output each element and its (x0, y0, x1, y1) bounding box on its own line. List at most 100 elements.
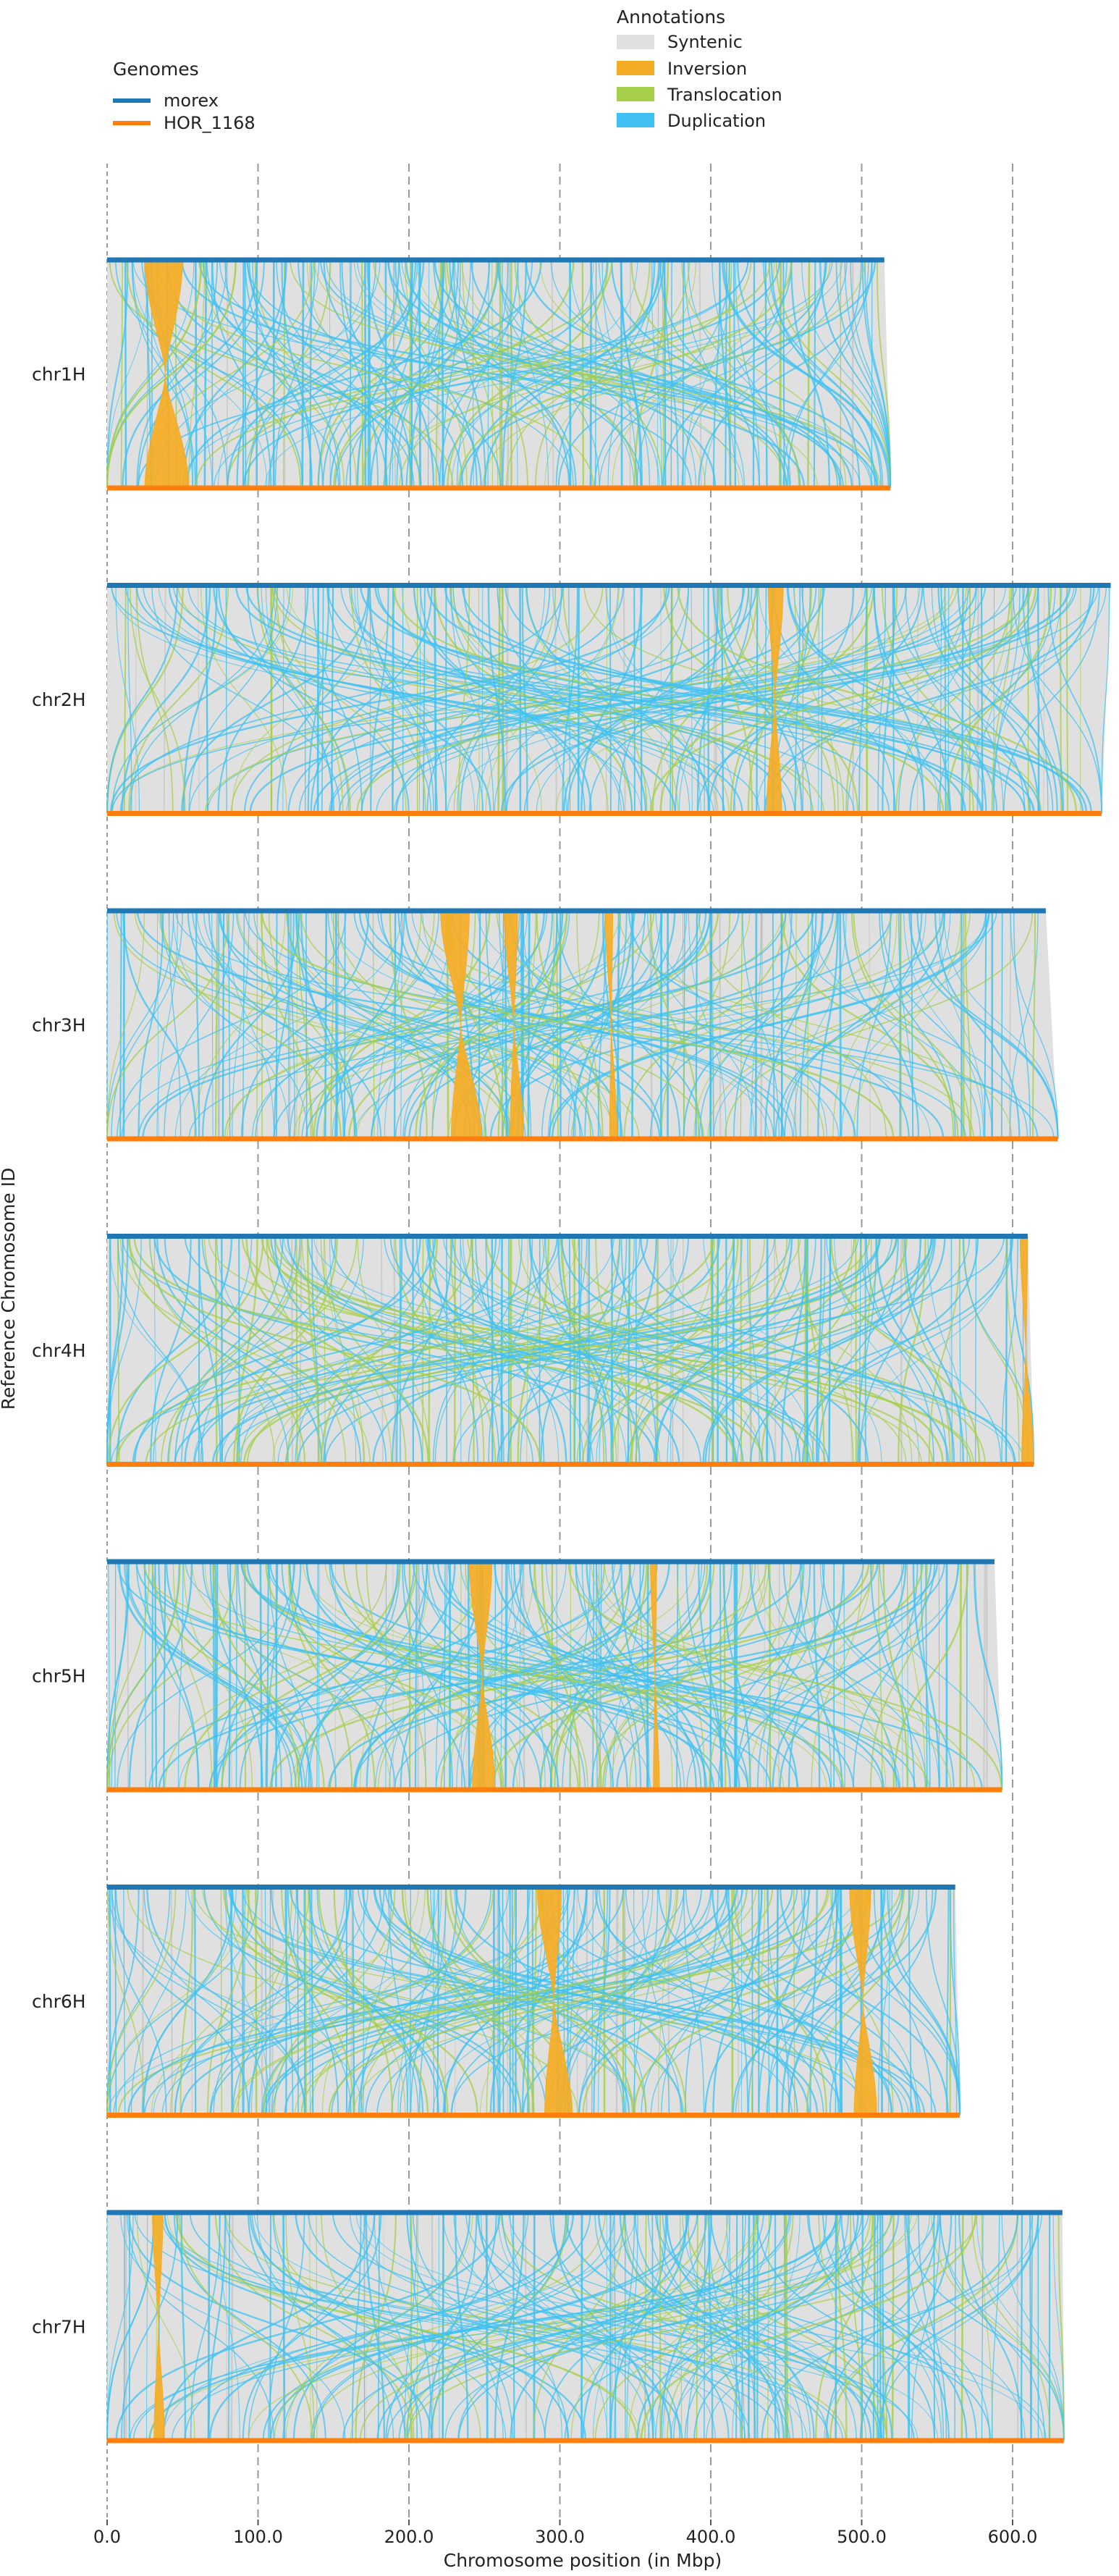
alignment-link (592, 1561, 595, 1790)
alignment-link (158, 585, 642, 814)
alignment-link (447, 259, 609, 489)
alignment-link (157, 910, 159, 1140)
alignment-link (634, 2212, 788, 2441)
alignment-link (717, 1561, 805, 1790)
chromosome-panel-chr3H: chr3H (32, 908, 1059, 1142)
alignment-link (388, 1887, 408, 2116)
alignment-link (582, 1887, 869, 2116)
alignment-link (871, 259, 873, 489)
alignment-link (497, 2212, 656, 2441)
alignment-link (518, 259, 549, 489)
alignment-link (119, 1561, 303, 1790)
alignment-link (879, 910, 956, 1140)
alignment-link (535, 259, 651, 489)
x-axis-label: Chromosome position (in Mbp) (444, 2550, 722, 2571)
alignment-link (769, 1561, 772, 1790)
alignment-link (391, 1887, 576, 2116)
alignment-link (273, 910, 787, 1140)
alignment-link (211, 910, 214, 1140)
alignment-link (482, 259, 866, 489)
alignment-link (178, 2212, 313, 2441)
alignment-link (187, 910, 382, 1140)
genomes-legend-title: Genomes (113, 59, 199, 80)
alignment-link (106, 259, 202, 489)
alignment-link (888, 1887, 890, 2116)
alignment-link (502, 2212, 681, 2441)
alignment-link (748, 585, 845, 814)
alignment-link (498, 259, 600, 489)
alignment-link (453, 2212, 650, 2441)
x-tick-label: 0.0 (93, 2527, 121, 2547)
alignment-link (111, 1887, 167, 2116)
alignment-link (767, 2212, 770, 2441)
alignment-link (407, 2212, 504, 2441)
alignment-link (598, 259, 746, 489)
alignment-link (267, 2212, 305, 2441)
alignment-link (377, 585, 890, 814)
alignment-link (106, 1887, 247, 2116)
alignment-link (113, 910, 509, 1140)
alignment-link (164, 2212, 587, 2441)
alignment-link (297, 1887, 299, 2116)
alignment-link (541, 910, 646, 1140)
alignment-link (232, 910, 250, 1140)
alignment-link (449, 1887, 647, 2116)
alignment-link (460, 585, 563, 814)
alignment-link (853, 2212, 991, 2441)
chromosome-panel-chr4H: chr4H (32, 1234, 1035, 1467)
alignment-link (330, 1236, 701, 1465)
alignment-link (452, 1236, 620, 1465)
x-tick-label: 100.0 (233, 2527, 283, 2547)
alignment-link (822, 2212, 977, 2441)
alignment-link (1010, 910, 1059, 1140)
alignment-link (109, 259, 454, 489)
alignment-link (781, 1887, 840, 2116)
alignment-link (908, 910, 1059, 1140)
alignment-link (326, 585, 484, 814)
alignment-link (447, 585, 1006, 814)
alignment-link (187, 1887, 635, 2116)
alignment-link (266, 1236, 366, 1465)
alignment-link (911, 2212, 941, 2441)
alignment-link (806, 1236, 825, 1465)
alignment-link (245, 1561, 246, 1790)
alignment-link (1022, 585, 1065, 814)
alignment-link (1047, 585, 1102, 814)
alignment-link (190, 1887, 193, 2116)
chromosome-label: chr4H (32, 1340, 86, 1361)
alignment-link (920, 1561, 931, 1790)
alignment-link (328, 1887, 829, 2116)
alignment-link (285, 2212, 473, 2441)
alignment-link (449, 1236, 485, 1465)
alignment-link (918, 2212, 947, 2441)
chromosome-panel-chr5H: chr5H (32, 1559, 1003, 1793)
alignment-link (683, 259, 736, 489)
alignment-link (510, 1561, 546, 1790)
alignment-link (790, 259, 830, 489)
alignment-link (782, 259, 869, 489)
legend-translocation-swatch (617, 87, 654, 101)
alignment-link (274, 2212, 481, 2441)
alignment-link (380, 1236, 384, 1465)
alignment-link (204, 585, 958, 814)
alignment-link (248, 2212, 366, 2441)
legend-inversion-swatch (617, 61, 654, 75)
alignment-link (1052, 2212, 1065, 2441)
alignment-link (239, 1561, 415, 1790)
alignment-link (870, 1561, 915, 1790)
alignment-link (711, 259, 782, 489)
alignment-link (725, 1887, 918, 2116)
alignment-link (375, 1561, 567, 1790)
alignment-link (359, 2212, 892, 2441)
alignment-link (292, 910, 783, 1140)
alignment-link (901, 1561, 903, 1790)
alignment-link (939, 910, 985, 1140)
alignment-link (189, 585, 680, 814)
alignment-link (697, 585, 1039, 814)
alignment-link (434, 1236, 546, 1465)
alignment-link (567, 910, 663, 1140)
alignment-link (365, 2212, 1043, 2441)
alignment-link (214, 910, 219, 1140)
alignment-link (312, 585, 363, 814)
alignment-link (227, 1561, 337, 1790)
